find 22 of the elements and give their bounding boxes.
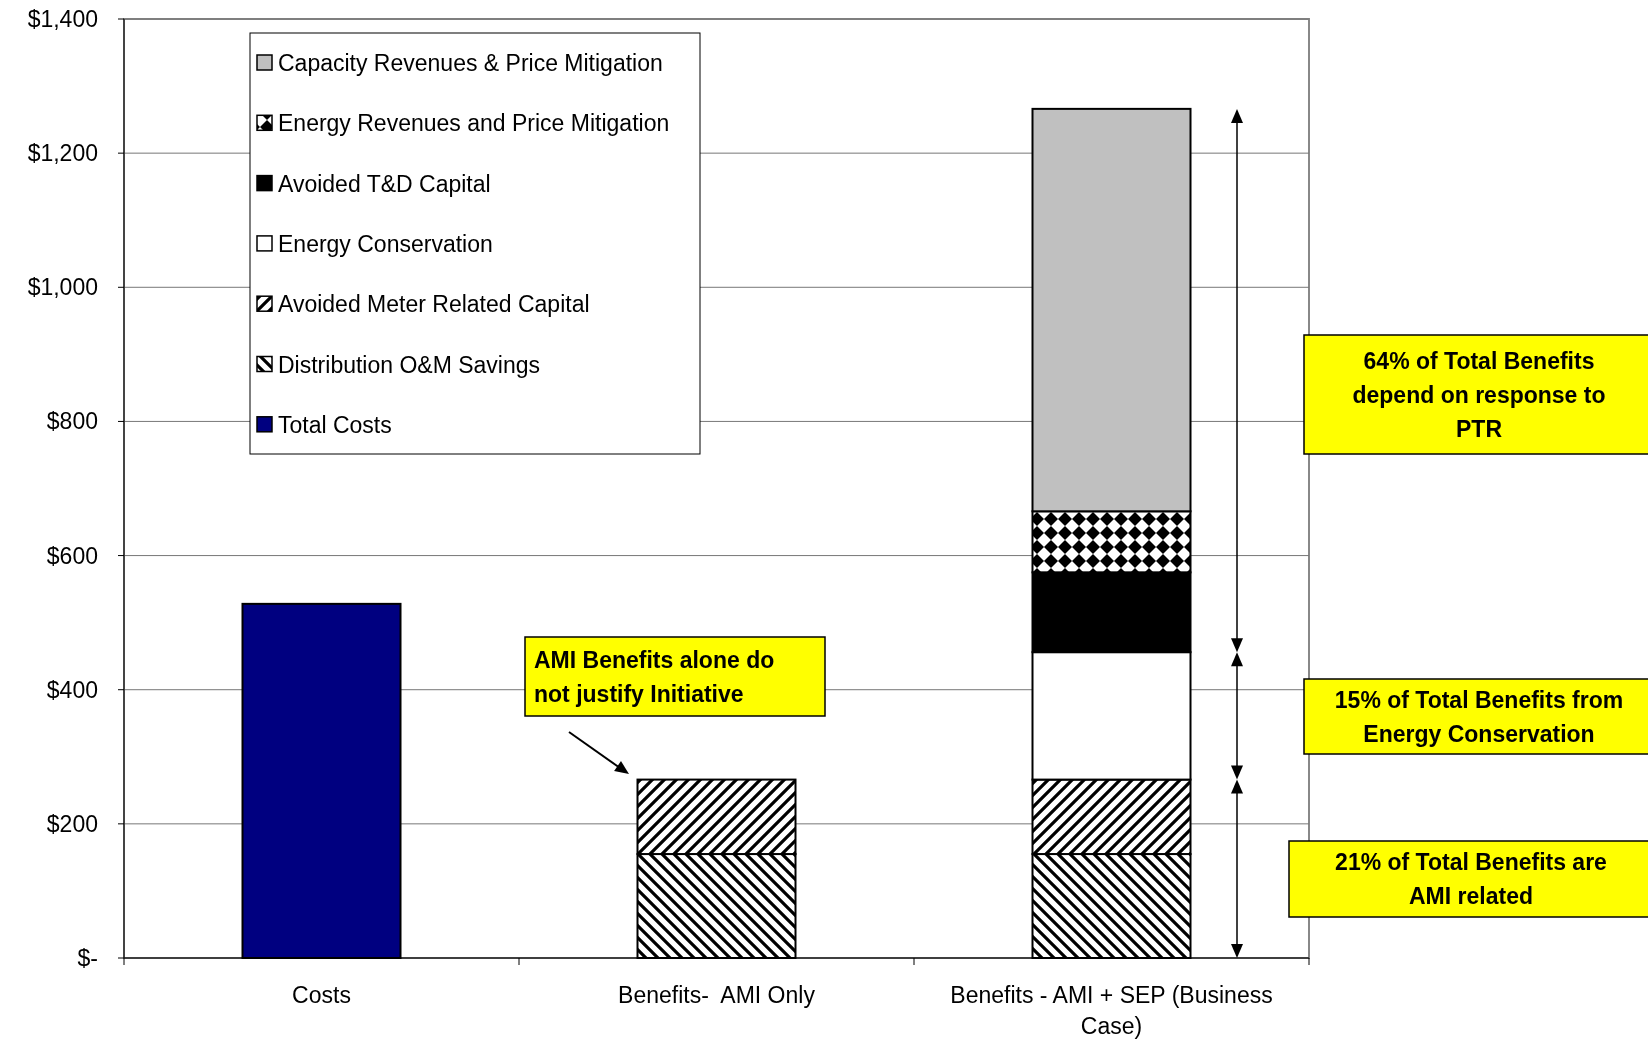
y-tick-label: $200 [46,810,98,837]
legend-label: Distribution O&M Savings [278,351,541,378]
annotation: AMI Benefits alone do not justify Initiative [534,646,775,707]
legend-label: Total Costs [278,411,392,438]
legend-label: Capacity Revenues & Price Mitigation [278,50,663,77]
y-tick-label: $800 [46,408,98,435]
x-tick-label: Benefits- AMI Only [618,982,816,1008]
text: 64% of Total Benefits depend on response to PTR [1352,347,1606,442]
y-tick-label: $1,400 [27,6,98,33]
legend-label: Avoided Meter Related Capital [278,291,590,318]
legend-label: Avoided T&D Capital [278,170,491,197]
x-tick-label: Costs [292,982,351,1008]
legend-label: Energy Revenues and Price Mitigation [278,110,670,137]
legend-label: Energy Conservation [278,230,493,257]
text: 21% of Total Benefits are AMI related [1335,849,1607,910]
y-tick-label: $- [77,945,98,972]
y-tick-label: $400 [46,676,98,703]
x-tick-label: Benefits - AMI + SEP (Business Case) [950,982,1273,1039]
y-tick-label: $1,000 [27,274,98,301]
text: 15% of Total Benefits from Energy Conservation [1334,686,1624,747]
y-tick-label: $1,200 [27,140,98,167]
y-tick-label: $600 [46,542,98,569]
